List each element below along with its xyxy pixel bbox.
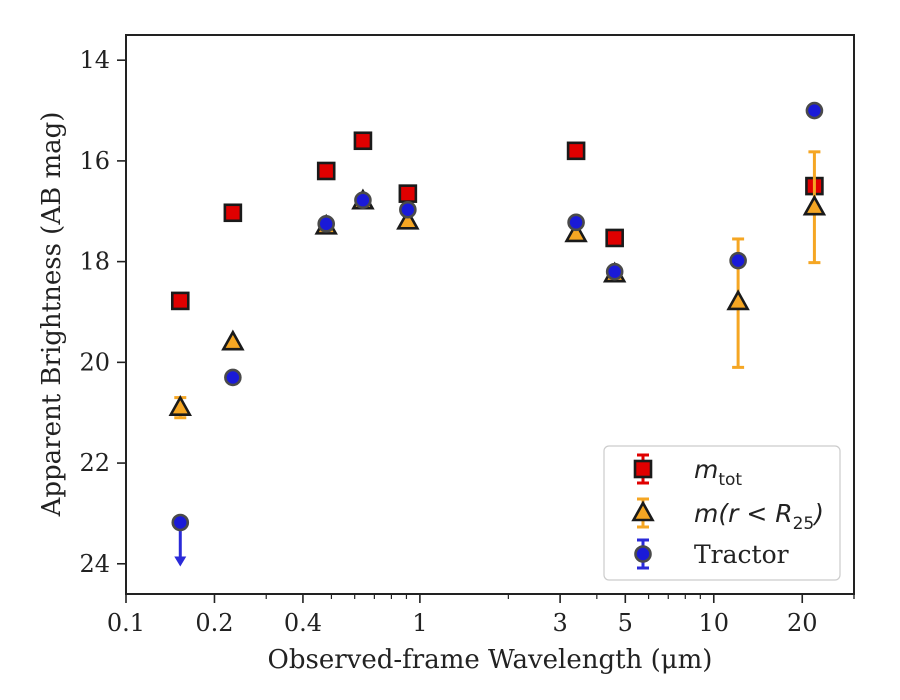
x-tick-label: 20 (787, 609, 818, 637)
tractor-point (805, 101, 824, 120)
mr25-point (221, 329, 245, 351)
legend-box (603, 445, 841, 581)
mtot-point (316, 161, 336, 181)
legend-marker-tractor (634, 538, 652, 570)
tractor-point (729, 251, 747, 270)
x-tick-label: 0.1 (107, 609, 145, 637)
x-axis-ticks: 0.1 0.2 0.4 1 3 5 10 20 (107, 594, 855, 637)
legend-marker-mtot (633, 453, 653, 485)
series-tractor (171, 101, 824, 567)
x-tick-label: 5 (618, 609, 633, 637)
legend-entry-mtot: mtot (694, 455, 742, 490)
y-tick-label: 14 (79, 46, 110, 74)
mtot-point (398, 184, 418, 203)
mtot-point (605, 228, 624, 248)
plot-frame (125, 34, 855, 595)
mr25-point (802, 194, 827, 216)
tractor-point (224, 368, 242, 387)
x-tick-label: 1 (412, 609, 427, 637)
mr25-point (396, 208, 420, 230)
x-axis-label: Observed-frame Wavelength (μm) (268, 645, 713, 675)
tractor-point (171, 513, 190, 532)
legend-symbol-mtot (633, 459, 653, 479)
y-tick-label: 24 (79, 550, 110, 578)
series-mtot (170, 131, 824, 311)
y-axis-label: Apparent Brightness (AB mag) (37, 112, 67, 518)
tractor-point (605, 262, 624, 281)
y-axis-ticks: 14 16 18 20 22 24 (79, 46, 126, 578)
y-tick-label: 20 (79, 348, 110, 376)
legend: mtot m(r < R25) Tractor (603, 445, 841, 581)
y-tick-label: 16 (79, 147, 110, 175)
legend-markers (631, 453, 655, 570)
legend-symbol-mr25 (631, 500, 655, 522)
mtot-point (566, 141, 586, 161)
legend-entry-mr25: m(r < R25) (694, 499, 824, 534)
tractor-point (354, 191, 372, 209)
mtot-point (353, 131, 373, 151)
x-tick-label: 0.4 (284, 609, 322, 637)
mtot-point (170, 291, 190, 311)
legend-marker-mr25 (631, 497, 655, 529)
mr25-point (726, 289, 750, 311)
x-tick-label: 10 (699, 609, 730, 637)
legend-symbol-tractor (634, 545, 652, 563)
y-tick-label: 18 (79, 248, 110, 276)
tractor-point (567, 213, 585, 232)
upper-limit-arrowhead (174, 556, 187, 567)
y-tick-label: 22 (79, 449, 110, 477)
tractor-point (399, 200, 417, 219)
mtot-point (223, 203, 243, 223)
x-tick-label: 0.2 (195, 609, 233, 637)
mr25-point (564, 221, 588, 243)
mr25-point (168, 395, 192, 416)
plot-marks (168, 101, 827, 567)
legend-entry-tractor: Tractor (694, 540, 789, 569)
series-mr25 (168, 150, 827, 420)
tractor-point (317, 215, 336, 233)
x-tick-label: 3 (552, 609, 567, 637)
